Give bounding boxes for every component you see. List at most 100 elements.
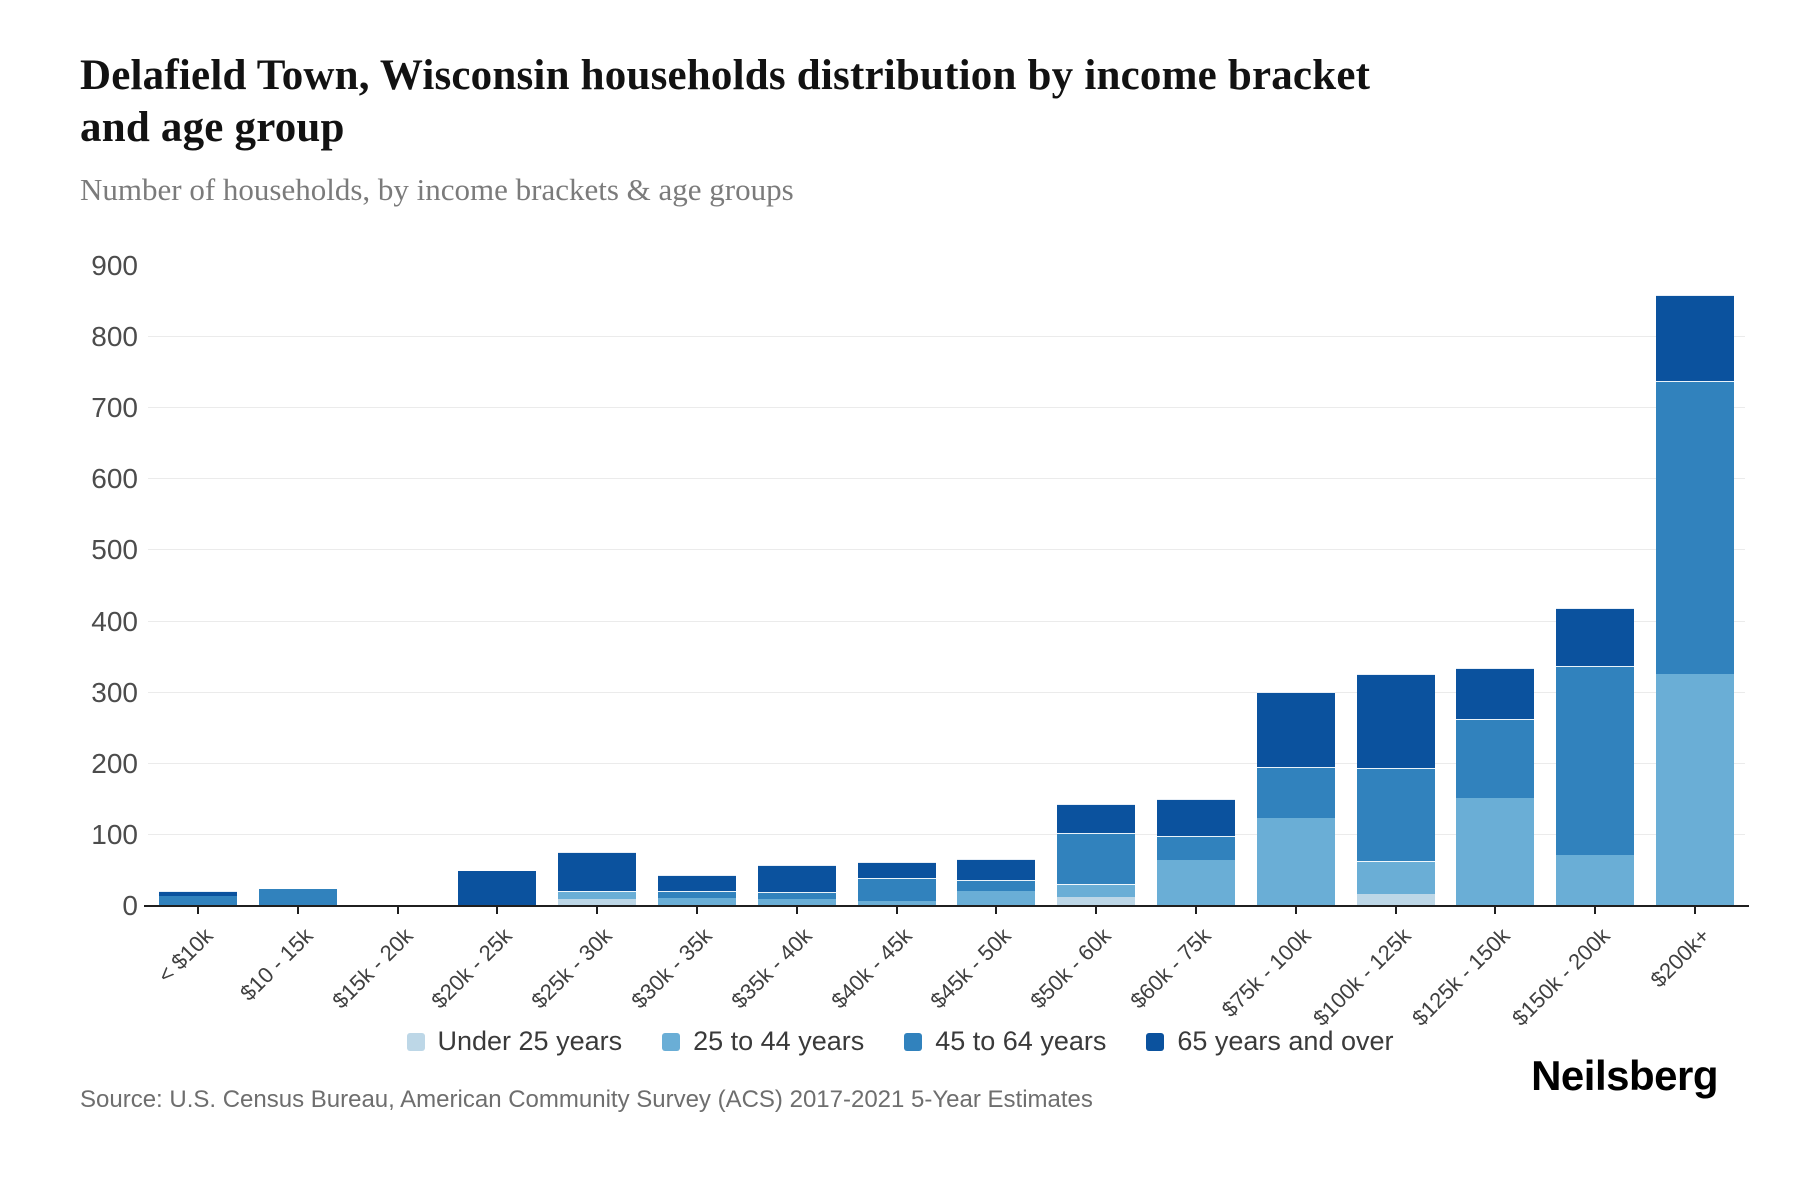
x-axis-tick (596, 907, 599, 914)
x-axis-tick (196, 907, 199, 914)
legend-label: Under 25 years (437, 1026, 623, 1056)
bar-segment-65-years-and-over[interactable] (458, 870, 537, 905)
bar--60k-75k[interactable] (1157, 799, 1236, 905)
bar--45k-50k[interactable] (957, 858, 1036, 905)
bar-segment-65-years-and-over[interactable] (957, 858, 1036, 880)
bar-segment-45-to-64-years[interactable] (1556, 665, 1635, 856)
x-axis-tick (1594, 907, 1597, 914)
x-axis-tick (396, 907, 399, 914)
bar--20k-25k[interactable] (458, 870, 537, 905)
bar-segment-45-to-64-years[interactable] (1256, 766, 1335, 818)
gridline-800 (148, 336, 1745, 338)
bar-segment-65-years-and-over[interactable] (1256, 691, 1335, 767)
bar-segment-under-25-years[interactable] (1356, 894, 1435, 905)
bar-segment-45-to-64-years[interactable] (657, 891, 736, 898)
bar-segment-65-years-and-over[interactable] (1356, 674, 1435, 768)
bar-segment-45-to-64-years[interactable] (1157, 835, 1236, 861)
plot-area: 0 100 200 300 400 500 600 700 800 900 < $10k $10 - … (80, 250, 1760, 1065)
bar--75k-100k[interactable] (1256, 691, 1335, 905)
gridline-300 (148, 691, 1745, 693)
x-axis-tick (695, 907, 698, 914)
legend-item-under-25-years[interactable]: Under 25 years (406, 1026, 623, 1057)
bar-segment-65-years-and-over[interactable] (1456, 668, 1535, 720)
bar--100k-125k[interactable] (1356, 674, 1435, 905)
bar-segment-65-years-and-over[interactable] (657, 874, 736, 892)
neilsberg-logo: Neilsberg (1531, 1052, 1718, 1099)
y-axis-label: 700 (91, 392, 138, 424)
bar--125k-150k[interactable] (1456, 668, 1535, 905)
bar-segment-45-to-64-years[interactable] (258, 889, 337, 905)
bar--25k-30k[interactable] (558, 851, 637, 905)
bar-segment-65-years-and-over[interactable] (1556, 607, 1635, 666)
legend-item-25-to-44-years[interactable]: 25 to 44 years (662, 1026, 864, 1057)
bar-segment-25-to-44-years[interactable] (1556, 855, 1635, 905)
bar-segment-45-to-64-years[interactable] (158, 896, 237, 905)
bar-segment-65-years-and-over[interactable] (757, 865, 836, 892)
bar--150k-200k[interactable] (1556, 607, 1635, 905)
x-axis-tick (1494, 907, 1497, 914)
x-axis-tick (1294, 907, 1297, 914)
gridline-500 (148, 549, 1745, 551)
legend-label: 65 years and over (1177, 1026, 1394, 1056)
bar-segment-25-to-44-years[interactable] (857, 900, 936, 905)
bar-segment-65-years-and-over[interactable] (1157, 799, 1236, 836)
y-axis-label: 900 (91, 250, 138, 281)
bar-segment-25-to-44-years[interactable] (1656, 673, 1735, 905)
y-axis-label: 400 (91, 605, 138, 637)
bar-segment-65-years-and-over[interactable] (558, 851, 637, 892)
bar-segment-25-to-44-years[interactable] (957, 891, 1036, 905)
y-axis-label: 0 (122, 890, 138, 921)
bar-segment-25-to-44-years[interactable] (757, 898, 836, 905)
bar-segment-25-to-44-years[interactable] (1057, 884, 1136, 898)
bar-segment-45-to-64-years[interactable] (757, 891, 836, 899)
legend-item-45-to-64-years[interactable]: 45 to 64 years (904, 1026, 1106, 1057)
bar-segment-25-to-44-years[interactable] (558, 891, 637, 900)
bar-segment-25-to-44-years[interactable] (1456, 798, 1535, 905)
bar--50k-60k[interactable] (1057, 803, 1136, 905)
x-axis-tick (1394, 907, 1397, 914)
bar-segment-45-to-64-years[interactable] (1057, 833, 1136, 885)
bar--200k-[interactable] (1656, 295, 1735, 905)
bar-segment-45-to-64-years[interactable] (1456, 719, 1535, 799)
stacked-bar-chart: 0 100 200 300 400 500 600 700 800 900 < $10k $10 - … (80, 250, 1760, 1065)
gridline-400 (148, 620, 1745, 622)
y-axis-label: 600 (91, 463, 138, 495)
bar-segment-25-to-44-years[interactable] (657, 897, 736, 905)
bar-segment-25-to-44-years[interactable] (1356, 861, 1435, 895)
bar--30k-35k[interactable] (657, 874, 736, 905)
x-axis-tick (795, 907, 798, 914)
bar--10k[interactable] (158, 891, 237, 905)
legend-item-65-years-and-over[interactable]: 65 years and over (1146, 1026, 1394, 1057)
bar-segment-under-25-years[interactable] (558, 899, 637, 905)
y-axis-label: 800 (91, 321, 138, 353)
bar-segment-45-to-64-years[interactable] (1656, 381, 1735, 674)
legend-swatch (904, 1032, 923, 1051)
bar-segment-65-years-and-over[interactable] (1057, 803, 1136, 834)
bar-segment-25-to-44-years[interactable] (1157, 860, 1236, 905)
x-axis-tick (496, 907, 499, 914)
bar-segment-25-to-44-years[interactable] (1256, 817, 1335, 905)
bar-segment-65-years-and-over[interactable] (158, 891, 237, 897)
x-axis-tick (1694, 907, 1697, 914)
bar-segment-under-25-years[interactable] (1057, 897, 1136, 905)
bar--10-15k[interactable] (258, 889, 337, 905)
legend-label: 25 to 44 years (693, 1026, 865, 1056)
bar-segment-45-to-64-years[interactable] (957, 879, 1036, 892)
bar--35k-40k[interactable] (757, 865, 836, 905)
legend-swatch (406, 1032, 425, 1051)
bar-segment-45-to-64-years[interactable] (857, 878, 936, 901)
x-axis-tick (895, 907, 898, 914)
legend-swatch (1146, 1032, 1165, 1051)
legend-swatch (662, 1032, 681, 1051)
gridline-100 (148, 833, 1745, 835)
x-axis-tick (1095, 907, 1098, 914)
gridline-600 (148, 478, 1745, 480)
source-attribution: Source: U.S. Census Bureau, American Com… (80, 1086, 1093, 1113)
bar-segment-65-years-and-over[interactable] (1656, 295, 1735, 382)
y-axis-label: 200 (91, 747, 138, 779)
bar--40k-45k[interactable] (857, 861, 936, 905)
page-subtitle: Number of households, by income brackets… (80, 172, 794, 207)
bar-segment-65-years-and-over[interactable] (857, 861, 936, 879)
y-axis-label: 500 (91, 534, 138, 566)
bar-segment-45-to-64-years[interactable] (1356, 767, 1435, 862)
